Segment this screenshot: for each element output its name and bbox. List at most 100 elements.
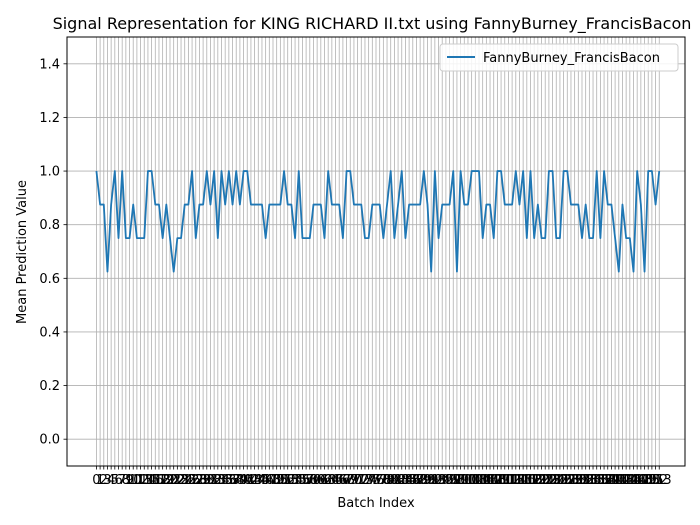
vertical-gridlines	[96, 37, 660, 466]
x-tick-label: 22	[169, 473, 186, 488]
x-tick-label: 28	[191, 473, 208, 488]
x-tick-label: 103	[463, 473, 488, 488]
x-tick-label: 41	[239, 473, 256, 488]
x-tick-label: 133	[573, 473, 598, 488]
x-tick-label: 62	[316, 473, 333, 488]
x-tick-label: 12	[132, 473, 149, 488]
x-tick-label: 64	[324, 473, 341, 488]
x-axis-ticks: 0123456789101112131415161718192021222324…	[92, 466, 672, 488]
x-tick-label: 148	[628, 473, 653, 488]
x-tick-label: 58	[302, 473, 319, 488]
x-tick-label: 25	[180, 473, 197, 488]
x-tick-label: 88	[412, 473, 429, 488]
legend-entry-label: FannyBurney_FrancisBacon	[483, 51, 660, 66]
x-tick-label: 132	[570, 473, 595, 488]
x-tick-label: 65	[327, 473, 344, 488]
x-tick-label: 20	[162, 473, 179, 488]
x-tick-label: 117	[514, 473, 539, 488]
x-tick-label: 44	[250, 473, 267, 488]
x-tick-label: 136	[584, 473, 609, 488]
x-tick-label: 143	[610, 473, 635, 488]
x-tick-label: 9	[125, 473, 133, 488]
x-tick-label: 105	[470, 473, 495, 488]
x-tick-label: 31	[202, 473, 219, 488]
x-tick-label: 91	[423, 473, 440, 488]
x-tick-label: 1	[96, 473, 104, 488]
y-axis-label: Mean Prediction Value	[15, 180, 30, 324]
x-tick-label: 106	[474, 473, 499, 488]
horizontal-gridlines	[67, 63, 685, 440]
x-tick-label: 54	[287, 473, 304, 488]
x-tick-label: 138	[592, 473, 617, 488]
x-tick-label: 108	[481, 473, 506, 488]
x-tick-label: 94	[434, 473, 451, 488]
x-tick-label: 24	[176, 473, 193, 488]
y-tick-label: 0.0	[39, 433, 60, 448]
x-tick-label: 140	[599, 473, 624, 488]
x-tick-label: 60	[309, 473, 326, 488]
x-tick-label: 95	[438, 473, 455, 488]
x-tick-label: 48	[265, 473, 282, 488]
x-tick-label: 32	[206, 473, 223, 488]
x-tick-label: 130	[562, 473, 587, 488]
x-tick-label: 30	[199, 473, 216, 488]
x-tick-label: 127	[551, 473, 576, 488]
x-tick-label: 53	[283, 473, 300, 488]
x-tick-label: 116	[511, 473, 536, 488]
x-tick-label: 5	[111, 473, 119, 488]
series-layer	[95, 170, 661, 273]
x-tick-label: 142	[606, 473, 631, 488]
x-tick-label: 16	[147, 473, 164, 488]
x-tick-label: 151	[639, 473, 664, 488]
x-tick-label: 27	[187, 473, 204, 488]
x-tick-label: 102	[459, 473, 484, 488]
x-tick-label: 152	[643, 473, 668, 488]
x-tick-label: 129	[559, 473, 584, 488]
x-tick-label: 137	[588, 473, 613, 488]
x-tick-label: 81	[386, 473, 403, 488]
x-tick-label: 70	[346, 473, 363, 488]
x-tick-label: 18	[154, 473, 171, 488]
x-tick-label: 36	[221, 473, 238, 488]
x-tick-label: 19	[158, 473, 175, 488]
x-tick-label: 114	[503, 473, 528, 488]
x-tick-label: 47	[261, 473, 278, 488]
x-tick-label: 124	[540, 473, 565, 488]
x-tick-label: 67	[335, 473, 352, 488]
x-tick-label: 92	[427, 473, 444, 488]
x-tick-label: 8	[122, 473, 130, 488]
x-tick-label: 11	[129, 473, 146, 488]
x-tick-label: 37	[224, 473, 241, 488]
x-tick-label: 99	[452, 473, 469, 488]
x-tick-label: 61	[313, 473, 330, 488]
x-tick-label: 4	[107, 473, 115, 488]
x-tick-label: 111	[492, 473, 517, 488]
y-axis-ticks: 0.0 0.2 0.4 0.6 0.8 1.0 1.2 1.4	[39, 57, 67, 448]
x-tick-label: 93	[430, 473, 447, 488]
x-tick-label: 23	[173, 473, 190, 488]
x-tick-label: 45	[254, 473, 271, 488]
x-tick-label: 121	[529, 473, 554, 488]
x-tick-label: 113	[500, 473, 525, 488]
x-tick-label: 2	[100, 473, 108, 488]
series-line-fannyburney-francisbacon	[95, 170, 661, 273]
x-tick-label: 144	[614, 473, 639, 488]
x-tick-label: 39	[232, 473, 249, 488]
x-tick-label: 80	[382, 473, 399, 488]
x-tick-label: 141	[603, 473, 628, 488]
x-tick-label: 131	[566, 473, 591, 488]
x-tick-label: 150	[636, 473, 661, 488]
x-tick-label: 77	[371, 473, 388, 488]
x-tick-label: 7	[118, 473, 126, 488]
x-tick-label: 110	[489, 473, 514, 488]
x-tick-label: 76	[368, 473, 385, 488]
x-tick-label: 35	[217, 473, 234, 488]
x-tick-label: 101	[456, 473, 481, 488]
x-tick-label: 82	[390, 473, 407, 488]
x-tick-label: 55	[290, 473, 307, 488]
x-tick-label: 56	[294, 473, 311, 488]
x-tick-label: 69	[342, 473, 359, 488]
x-tick-label: 0	[92, 473, 100, 488]
x-tick-label: 34	[213, 473, 230, 488]
x-tick-label: 63	[320, 473, 337, 488]
